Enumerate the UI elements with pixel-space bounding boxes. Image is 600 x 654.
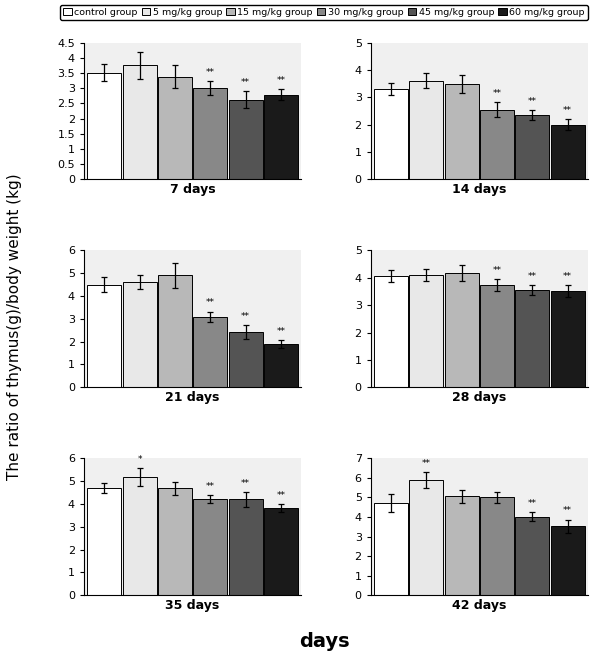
Bar [480, 285, 514, 387]
Text: **: ** [528, 272, 537, 281]
X-axis label: 7 days: 7 days [170, 184, 215, 196]
Bar [229, 500, 263, 595]
Text: **: ** [206, 68, 215, 77]
Text: The ratio of thymus(g)/body weight (kg): The ratio of thymus(g)/body weight (kg) [7, 174, 23, 480]
Bar [445, 496, 479, 595]
Text: **: ** [563, 272, 572, 281]
Text: **: ** [528, 499, 537, 508]
Bar [229, 332, 263, 387]
Text: **: ** [206, 298, 215, 307]
Text: **: ** [206, 482, 215, 491]
Bar [480, 497, 514, 595]
Text: **: ** [277, 327, 286, 336]
Text: **: ** [563, 506, 572, 515]
Bar [264, 508, 298, 595]
X-axis label: 35 days: 35 days [166, 599, 220, 612]
Bar [480, 109, 514, 179]
Bar [445, 84, 479, 179]
X-axis label: 21 days: 21 days [166, 391, 220, 404]
Bar [229, 99, 263, 179]
Bar [374, 277, 408, 387]
Bar [445, 273, 479, 387]
Bar [515, 517, 550, 595]
Bar [551, 124, 584, 179]
X-axis label: 14 days: 14 days [452, 184, 506, 196]
Bar [158, 275, 192, 387]
Text: **: ** [241, 479, 250, 488]
Text: **: ** [277, 491, 286, 500]
Text: **: ** [528, 97, 537, 106]
Bar [193, 317, 227, 387]
Bar [158, 77, 192, 179]
Bar [88, 489, 121, 595]
Bar [122, 282, 157, 387]
Bar [409, 480, 443, 595]
Text: *: * [137, 455, 142, 464]
Bar [193, 500, 227, 595]
Legend: control group, 5 mg/kg group, 15 mg/kg group, 30 mg/kg group, 45 mg/kg group, 60: control group, 5 mg/kg group, 15 mg/kg g… [60, 5, 588, 20]
Bar [551, 526, 584, 595]
X-axis label: 28 days: 28 days [452, 391, 506, 404]
Bar [88, 284, 121, 387]
Text: **: ** [422, 459, 431, 468]
Bar [515, 115, 550, 179]
X-axis label: 42 days: 42 days [452, 599, 506, 612]
Bar [551, 291, 584, 387]
Bar [264, 95, 298, 179]
Text: **: ** [277, 77, 286, 85]
Bar [88, 73, 121, 179]
Text: **: ** [493, 89, 502, 97]
Text: **: ** [563, 106, 572, 115]
Bar [374, 89, 408, 179]
Text: **: ** [241, 312, 250, 321]
Bar [374, 503, 408, 595]
Bar [158, 489, 192, 595]
Text: **: ** [241, 78, 250, 87]
Bar [193, 88, 227, 179]
Bar [409, 275, 443, 387]
Bar [409, 81, 443, 179]
Text: **: ** [493, 266, 502, 275]
Bar [122, 477, 157, 595]
Bar [515, 290, 550, 387]
Bar [264, 344, 298, 387]
Text: days: days [299, 632, 349, 651]
Bar [122, 65, 157, 179]
